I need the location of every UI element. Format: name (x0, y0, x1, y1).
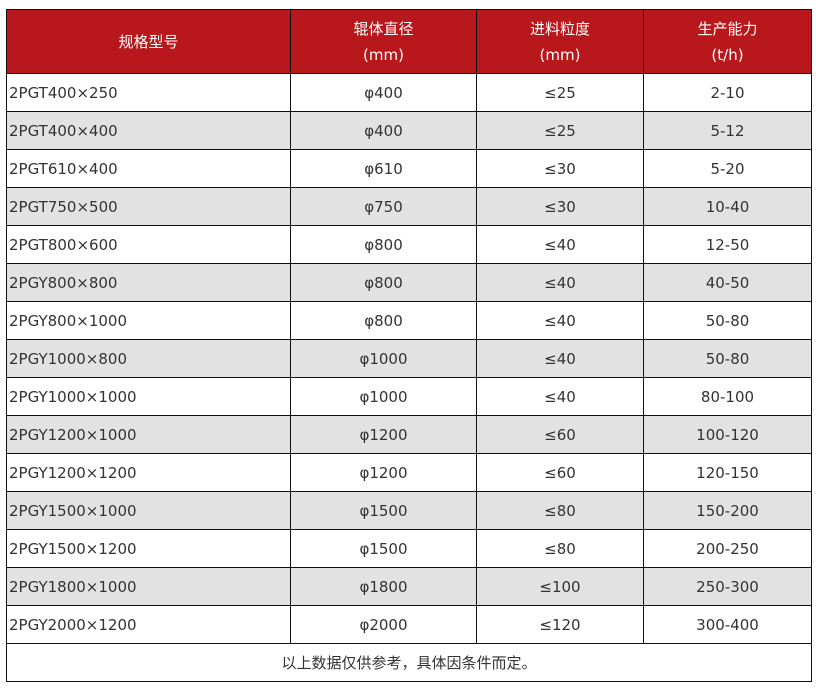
table-row: 2PGT800×600 φ800 ≤40 12-50 (6, 225, 812, 264)
cell-model: 2PGY1800×1000 (6, 567, 291, 606)
cell-feed-size: ≤25 (476, 111, 644, 150)
cell-roller-diameter: φ400 (290, 73, 477, 112)
cell-roller-diameter: φ1800 (290, 567, 477, 606)
cell-model: 2PGT400×400 (6, 111, 291, 150)
cell-capacity: 150-200 (643, 491, 812, 530)
cell-model: 2PGY800×1000 (6, 301, 291, 340)
cell-roller-diameter: φ2000 (290, 605, 477, 644)
header-row: 规格型号 辊体直径 (mm) 进料粒度 (mm) 生产能力 (t/h) (6, 9, 812, 74)
table-row: 2PGY1800×1000 φ1800 ≤100 250-300 (6, 567, 812, 606)
table-row: 2PGT400×250 φ400 ≤25 2-10 (6, 73, 812, 112)
cell-roller-diameter: φ800 (290, 263, 477, 302)
cell-capacity: 100-120 (643, 415, 812, 454)
header-capacity: 生产能力 (t/h) (643, 9, 812, 74)
table-row: 2PGY1500×1200 φ1500 ≤80 200-250 (6, 529, 812, 568)
cell-roller-diameter: φ800 (290, 225, 477, 264)
table-row: 2PGY800×800 φ800 ≤40 40-50 (6, 263, 812, 302)
cell-roller-diameter: φ1000 (290, 339, 477, 378)
cell-roller-diameter: φ1200 (290, 453, 477, 492)
cell-feed-size: ≤120 (476, 605, 644, 644)
table-row: 2PGY1000×1000 φ1000 ≤40 80-100 (6, 377, 812, 416)
cell-capacity: 120-150 (643, 453, 812, 492)
cell-capacity: 5-20 (643, 149, 812, 188)
cell-feed-size: ≤40 (476, 225, 644, 264)
cell-model: 2PGY1000×1000 (6, 377, 291, 416)
cell-capacity: 250-300 (643, 567, 812, 606)
cell-model: 2PGY2000×1200 (6, 605, 291, 644)
spec-table: 规格型号 辊体直径 (mm) 进料粒度 (mm) 生产能力 (t/h) 2PGT400… (6, 9, 812, 682)
header-roller-diameter: 辊体直径 (mm) (290, 9, 477, 74)
cell-feed-size: ≤80 (476, 491, 644, 530)
cell-roller-diameter: φ610 (290, 149, 477, 188)
cell-feed-size: ≤40 (476, 377, 644, 416)
table-row: 2PGY1500×1000 φ1500 ≤80 150-200 (6, 491, 812, 530)
cell-feed-size: ≤100 (476, 567, 644, 606)
cell-capacity: 5-12 (643, 111, 812, 150)
cell-capacity: 50-80 (643, 339, 812, 378)
table-row: 2PGT400×400 φ400 ≤25 5-12 (6, 111, 812, 150)
cell-feed-size: ≤30 (476, 149, 644, 188)
cell-roller-diameter: φ1000 (290, 377, 477, 416)
cell-feed-size: ≤80 (476, 529, 644, 568)
cell-roller-diameter: φ1500 (290, 529, 477, 568)
cell-model: 2PGT800×600 (6, 225, 291, 264)
cell-feed-size: ≤60 (476, 415, 644, 454)
cell-model: 2PGY1500×1000 (6, 491, 291, 530)
cell-roller-diameter: φ1200 (290, 415, 477, 454)
cell-feed-size: ≤40 (476, 339, 644, 378)
cell-roller-diameter: φ800 (290, 301, 477, 340)
cell-model: 2PGT400×250 (6, 73, 291, 112)
cell-feed-size: ≤40 (476, 263, 644, 302)
cell-roller-diameter: φ1500 (290, 491, 477, 530)
cell-capacity: 10-40 (643, 187, 812, 226)
cell-model: 2PGY1500×1200 (6, 529, 291, 568)
cell-capacity: 12-50 (643, 225, 812, 264)
table-row: 2PGY1200×1000 φ1200 ≤60 100-120 (6, 415, 812, 454)
cell-capacity: 200-250 (643, 529, 812, 568)
cell-roller-diameter: φ400 (290, 111, 477, 150)
cell-capacity: 2-10 (643, 73, 812, 112)
cell-feed-size: ≤40 (476, 301, 644, 340)
cell-capacity: 80-100 (643, 377, 812, 416)
cell-model: 2PGT750×500 (6, 187, 291, 226)
cell-model: 2PGY1200×1000 (6, 415, 291, 454)
table-row: 2PGY2000×1200 φ2000 ≤120 300-400 (6, 605, 812, 644)
cell-capacity: 40-50 (643, 263, 812, 302)
table-row: 2PGY800×1000 φ800 ≤40 50-80 (6, 301, 812, 340)
cell-model: 2PGY1200×1200 (6, 453, 291, 492)
cell-roller-diameter: φ750 (290, 187, 477, 226)
cell-feed-size: ≤30 (476, 187, 644, 226)
header-model: 规格型号 (6, 9, 291, 74)
cell-feed-size: ≤25 (476, 73, 644, 112)
table-row: 2PGT750×500 φ750 ≤30 10-40 (6, 187, 812, 226)
table-row: 2PGT610×400 φ610 ≤30 5-20 (6, 149, 812, 188)
cell-model: 2PGY1000×800 (6, 339, 291, 378)
table-row: 2PGY1200×1200 φ1200 ≤60 120-150 (6, 453, 812, 492)
cell-model: 2PGT610×400 (6, 149, 291, 188)
cell-model: 2PGY800×800 (6, 263, 291, 302)
footnote: 以上数据仅供参考，具体因条件而定。 (6, 643, 812, 682)
table-row: 2PGY1000×800 φ1000 ≤40 50-80 (6, 339, 812, 378)
cell-feed-size: ≤60 (476, 453, 644, 492)
cell-capacity: 300-400 (643, 605, 812, 644)
cell-capacity: 50-80 (643, 301, 812, 340)
header-feed-size: 进料粒度 (mm) (476, 9, 644, 74)
